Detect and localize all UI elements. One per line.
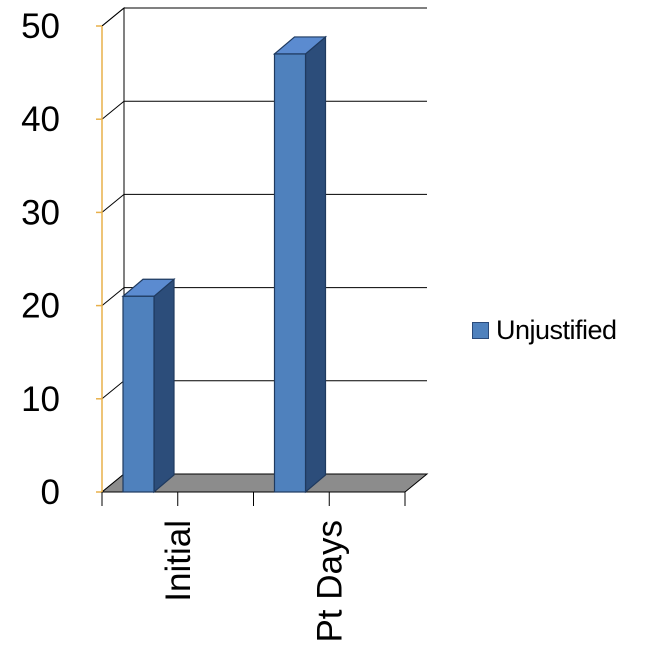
y-tick-labels: 0 10 20 30 40 50	[21, 7, 60, 512]
x-tick-labels: Initial Pt Days	[159, 520, 350, 643]
bar-initial	[121, 277, 176, 494]
bar-pt-days	[272, 35, 328, 494]
gridline-side-2	[101, 287, 125, 306]
x-tick-label-1: Pt Days	[310, 520, 349, 643]
y-tick-label-4: 40	[21, 100, 60, 139]
gridline-side-5	[101, 7, 125, 27]
legend: Unjustified	[472, 315, 617, 346]
gridline-side-4	[101, 100, 125, 120]
x-tick-label-0: Initial	[159, 520, 198, 602]
side-wall	[101, 6, 125, 494]
y-tick-label-2: 20	[21, 287, 60, 326]
y-tick-label-0: 0	[41, 473, 60, 512]
bars	[121, 35, 328, 494]
bar-front-1	[273, 53, 307, 493]
chart-walls	[101, 6, 125, 494]
y-tick-label-3: 30	[21, 193, 60, 232]
legend-label-unjustified: Unjustified	[496, 315, 617, 345]
legend-swatch-unjustified	[472, 322, 489, 339]
bar-side-0	[153, 277, 175, 494]
y-tick-label-5: 50	[21, 7, 60, 46]
gridline-side-1	[101, 380, 125, 400]
y-tick-label-1: 10	[21, 380, 60, 419]
y-axis	[96, 25, 103, 493]
bar-side-1	[304, 35, 327, 494]
bar-front-0	[122, 295, 155, 493]
gridline-side-3	[101, 194, 125, 213]
x-tick-marks	[101, 492, 406, 506]
